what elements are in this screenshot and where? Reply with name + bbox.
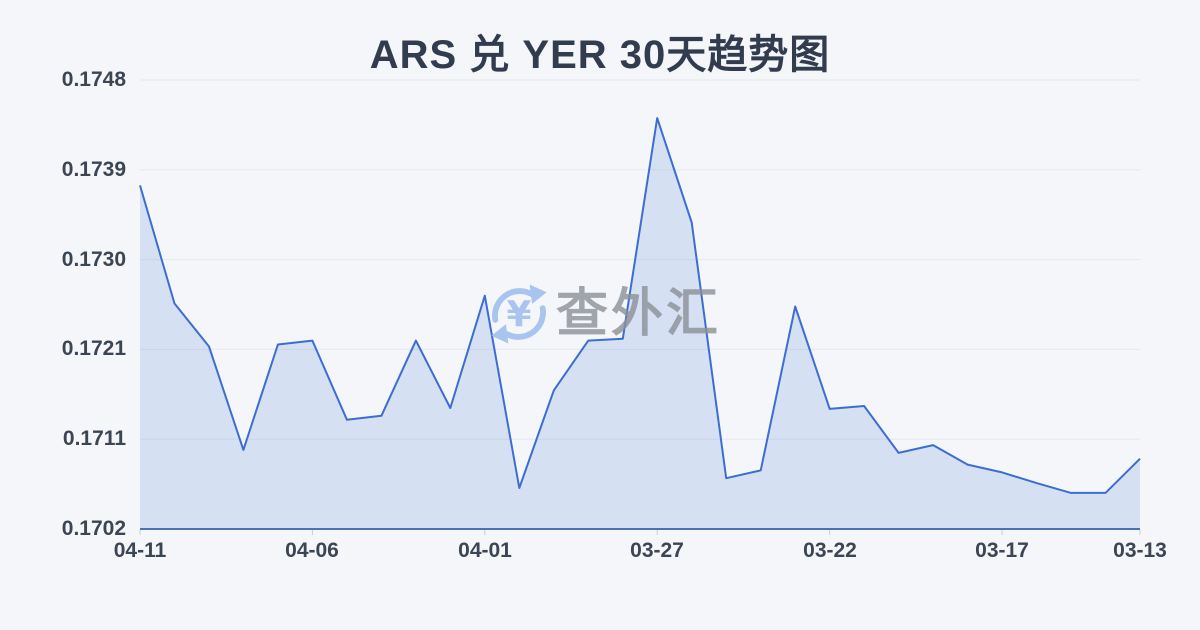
- area-fill: [140, 118, 1140, 529]
- y-axis-label: 0.1739: [61, 158, 126, 181]
- x-axis-label: 04-06: [285, 539, 339, 562]
- y-axis-label: 0.1748: [61, 68, 126, 91]
- y-axis-label: 0.1730: [61, 248, 126, 271]
- x-axis-label: 04-01: [458, 539, 512, 562]
- x-axis-label: 04-11: [113, 539, 167, 562]
- y-axis-label: 0.1711: [62, 427, 126, 450]
- y-axis-label: 0.1702: [61, 517, 126, 540]
- y-axis-label: 0.1721: [61, 337, 126, 360]
- x-axis-label: 03-27: [630, 539, 684, 562]
- x-axis-label: 03-17: [975, 539, 1029, 562]
- x-axis-label: 03-13: [1113, 539, 1167, 562]
- x-axis-label: 03-22: [803, 539, 857, 562]
- chart-title: ARS 兑 YER 30天趋势图: [369, 33, 831, 77]
- trend-line: [139, 117, 1141, 494]
